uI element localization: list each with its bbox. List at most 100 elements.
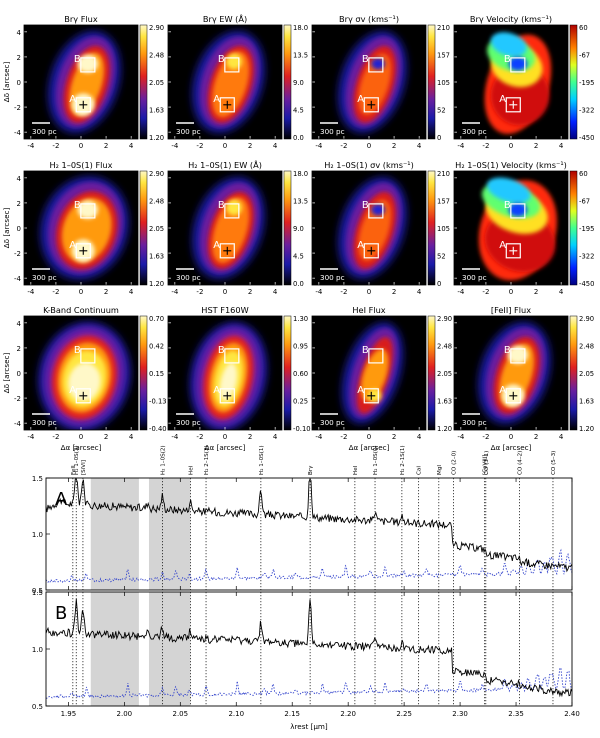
colorbar-tick-label: 1.20: [149, 134, 164, 142]
region-b-box: [510, 57, 526, 73]
line-label: CO (5–3): [551, 451, 557, 475]
colorbar-tick-label: 2.48: [149, 198, 164, 206]
colorbar: [569, 170, 578, 286]
x-tick-label: -4: [27, 288, 35, 296]
region-a-label: A: [499, 240, 506, 251]
y-tick-label: -2: [14, 104, 21, 112]
colorbar-tick-label: 0: [437, 280, 441, 288]
x-tick-label: 2.35: [508, 710, 524, 718]
colorbar-tick-label: -0.10: [293, 425, 311, 433]
emission-region: [508, 202, 527, 217]
colorbar-tick-label: 0.25: [293, 398, 308, 406]
x-tick-label: 0: [79, 142, 83, 150]
x-axis-label: Δα [arcsec]: [205, 443, 246, 452]
colorbar-tick-label: -322: [579, 253, 594, 261]
x-tick-label: -2: [52, 288, 59, 296]
colorbar-tick-label: 2.48: [437, 343, 452, 351]
colorbar: [427, 170, 436, 286]
x-axis-label: λrest [µm]: [290, 722, 328, 731]
emission-region: [226, 53, 243, 70]
scale-bar-label: 300 pc: [462, 127, 487, 136]
panel-title: HeI Flux: [352, 305, 385, 315]
panel-title: H₂ 1–0S(1) σv (kms⁻¹): [324, 160, 414, 170]
colorbar-tick-label: 0.0: [293, 280, 304, 288]
colorbar-tick-label: 9.0: [293, 79, 304, 87]
line-label: H₂ 2–1S(1): [400, 445, 406, 475]
x-tick-label: 4: [559, 433, 564, 441]
spectrum-panel-A: 1.5 1.0 0.5 A: [32, 475, 573, 595]
x-tick-label: 4: [559, 142, 564, 150]
panel-title: H₂ 1–0S(1) Flux: [50, 160, 113, 170]
colorbar-tick-label: 18.0: [293, 170, 308, 178]
panel-image: [338, 177, 407, 279]
region-a-label: A: [69, 385, 76, 396]
region-b-label: B: [218, 345, 225, 356]
panel-frame: [311, 315, 427, 431]
x-tick-label: -4: [171, 433, 179, 441]
colorbar-tick-label: 2.90: [579, 315, 594, 323]
colorbar-tick-label: -322: [579, 107, 594, 115]
region-b-label: B: [362, 345, 369, 356]
x-tick-label: -4: [171, 288, 179, 296]
y-tick-label: 4: [17, 175, 22, 183]
region-a-box: [75, 388, 91, 404]
panel-frame: [167, 315, 283, 431]
line-label: CaI: [417, 466, 423, 475]
emission-region: [77, 200, 99, 219]
map-panel: H₂ 1–0S(1) Flux B A 300 pc 4 2 0 -2 -4 Δδ [arcsec…: [2, 160, 164, 296]
x-tick-label: -4: [27, 433, 35, 441]
line-label: H₂ 1–0S(0): [373, 445, 379, 475]
region-b-box: [80, 203, 96, 219]
x-tick-label: 0: [79, 433, 83, 441]
x-tick-label: -2: [340, 433, 347, 441]
x-tick-label: 0: [223, 433, 227, 441]
colorbar-tick-label: -195: [579, 225, 594, 233]
x-tick-label: -4: [315, 433, 323, 441]
x-tick-label: 2.20: [340, 710, 356, 718]
x-tick-label: -4: [171, 142, 179, 150]
x-tick-label: -2: [196, 142, 203, 150]
region-a-box: [363, 97, 379, 113]
y-axis-label: Δδ [arcsec]: [2, 353, 11, 394]
colorbar: [139, 170, 148, 286]
region-a-box: [363, 243, 379, 259]
colorbar-tick-label: -67: [579, 52, 590, 60]
line-label: H₂ 1–0S(3): [74, 445, 80, 475]
x-tick-label: 2: [534, 433, 538, 441]
colorbar-tick-label: 1.63: [437, 398, 452, 406]
panel-title: H₂ 1–0S(1) EW (Å): [188, 159, 262, 170]
y-tick-label: -4: [14, 129, 22, 137]
colorbar-tick-label: 60: [579, 170, 588, 178]
x-tick-label: 2: [248, 142, 252, 150]
colorbar-tick-label: 0.0: [293, 134, 304, 142]
colorbar-tick-label: 1.30: [293, 315, 308, 323]
x-tick-label: 4: [417, 142, 422, 150]
panel-image: [189, 322, 267, 430]
emission-region: [508, 56, 527, 71]
x-tick-label: 0: [223, 288, 227, 296]
panel-frame: [311, 24, 427, 140]
region-a-box: [219, 243, 235, 259]
panel-frame: [311, 170, 427, 286]
panel-frame: [453, 24, 569, 140]
region-a-label: A: [69, 94, 76, 105]
sky-spectrum: [45, 548, 573, 583]
telluric-shaded-region: [90, 592, 139, 706]
colorbar-tick-label: 13.5: [293, 198, 308, 206]
colorbar-tick-label: -195: [579, 79, 594, 87]
region-b-box: [368, 203, 384, 219]
y-axis-label: Δδ [arcsec]: [2, 62, 11, 103]
spectrum-panel-label: B: [55, 603, 67, 624]
scale-bar-label: 300 pc: [176, 127, 201, 136]
line-label: [CaVIII]: [483, 455, 489, 475]
x-tick-label: 0: [79, 288, 83, 296]
panel-title: Brγ Flux: [64, 14, 98, 24]
x-tick-label: -2: [340, 142, 347, 150]
colorbar-tick-label: 52: [437, 253, 446, 261]
region-b-label: B: [218, 200, 225, 211]
x-axis-label: Δα [arcsec]: [349, 443, 390, 452]
emission-region: [212, 51, 250, 118]
panel-image: [338, 31, 407, 133]
spectrum-line: [45, 478, 573, 573]
